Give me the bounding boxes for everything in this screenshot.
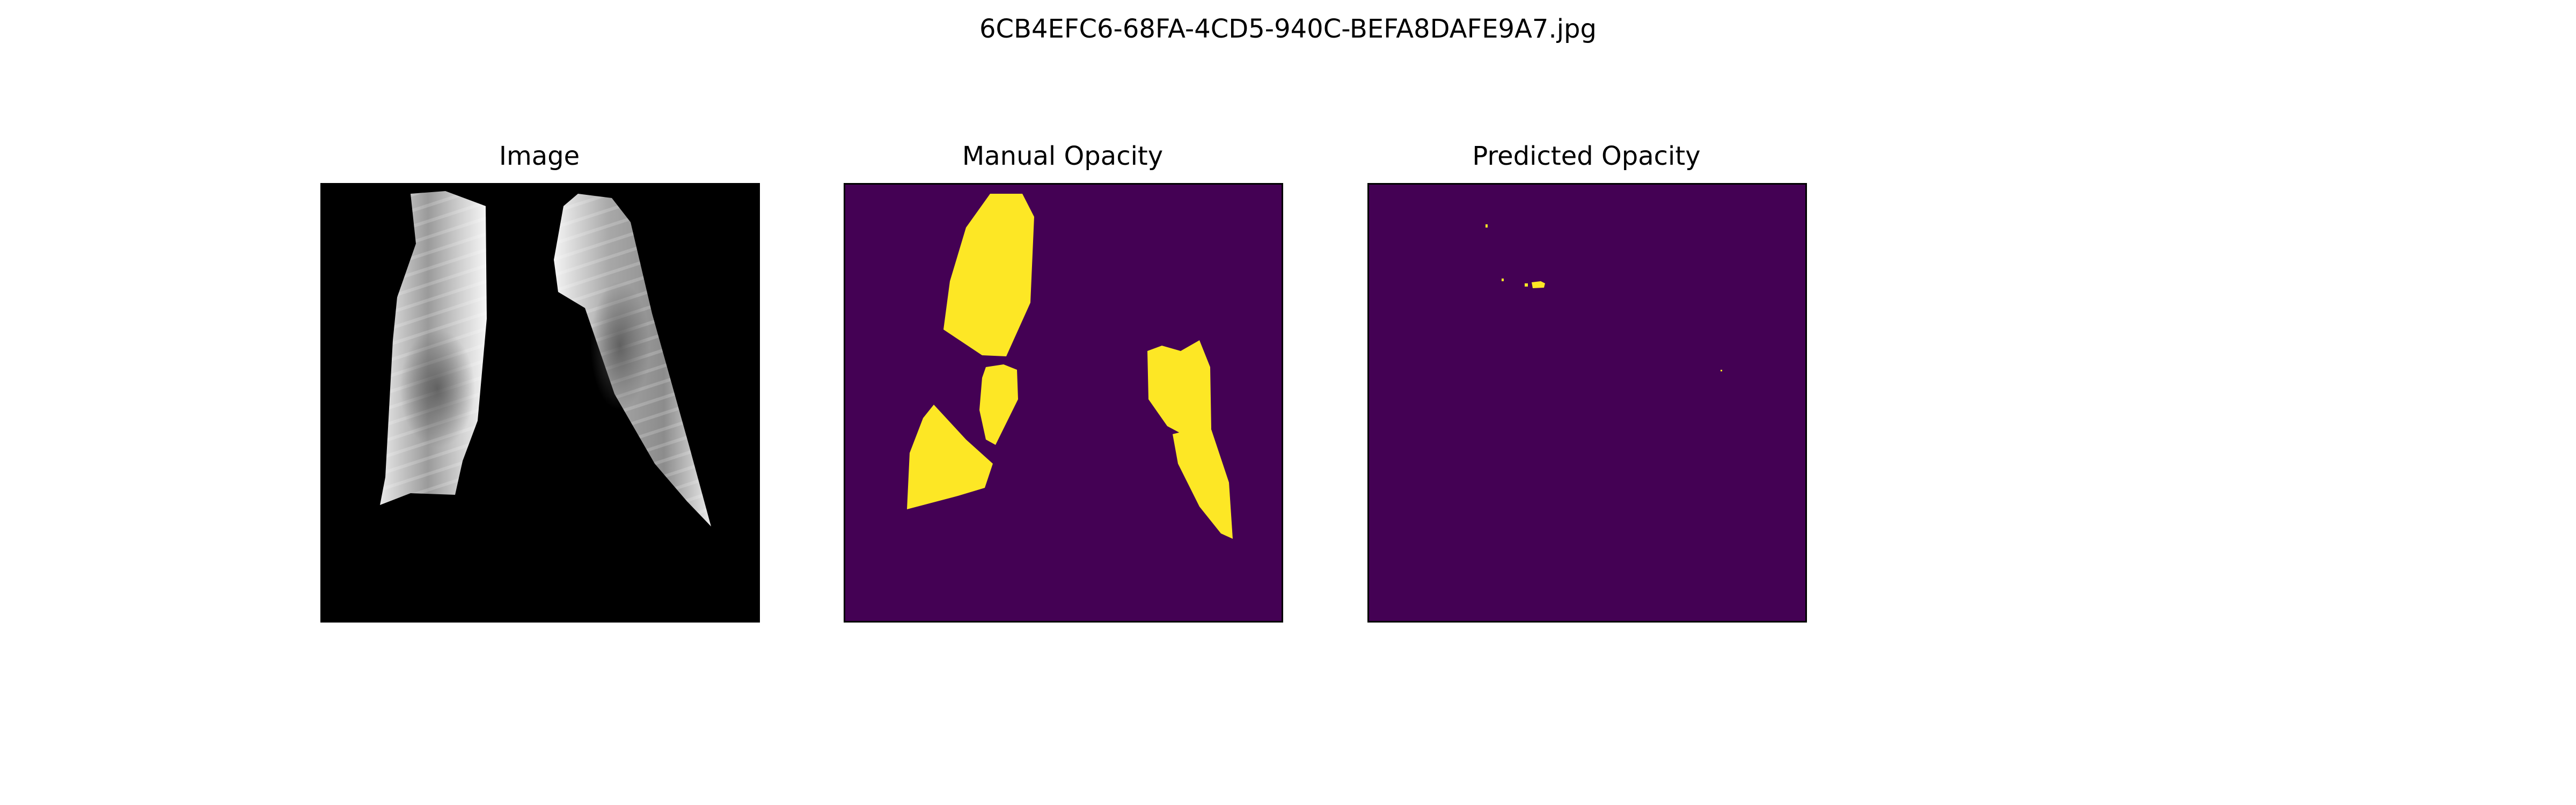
- predicted-speck: [1532, 281, 1545, 288]
- panel-manual-opacity: [844, 183, 1283, 623]
- predicted-speck: [1721, 370, 1722, 371]
- manual-opacity-mask: [845, 185, 1282, 621]
- predicted-speck: [1502, 279, 1504, 281]
- predicted-speck: [1525, 283, 1528, 287]
- predicted-opacity-mask: [1369, 185, 1805, 621]
- opacity-region: [943, 194, 1034, 356]
- predicted-speck: [1485, 224, 1488, 228]
- opacity-region: [907, 405, 993, 509]
- panel-title-predicted-opacity: Predicted Opacity: [1472, 141, 1701, 171]
- opacity-region: [979, 364, 1018, 445]
- panel-title-image: Image: [499, 141, 580, 171]
- lung-xray-image: [322, 185, 758, 621]
- figure-title: 6CB4EFC6-68FA-4CD5-940C-BEFA8DAFE9A7.jpg: [979, 14, 1597, 44]
- opacity-region: [1147, 340, 1211, 434]
- panel-image: [320, 183, 760, 623]
- panel-predicted-opacity: [1367, 183, 1807, 623]
- panel-title-manual-opacity: Manual Opacity: [962, 141, 1163, 171]
- opacity-region: [1173, 426, 1233, 539]
